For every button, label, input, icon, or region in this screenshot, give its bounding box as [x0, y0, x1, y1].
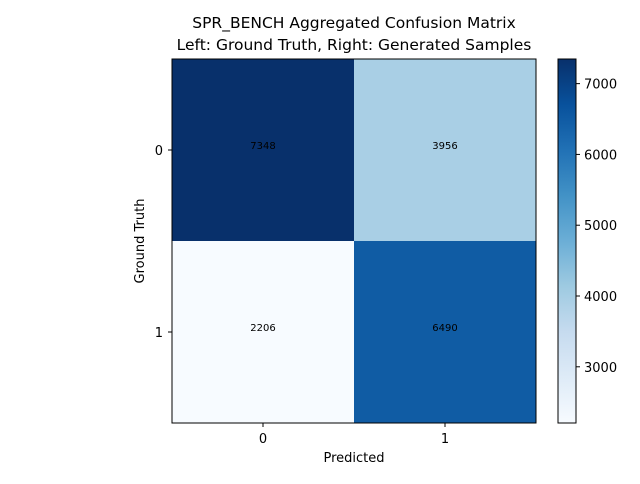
colorbar-tick-label: 6000 — [584, 148, 617, 163]
chart-title-line-2: Left: Ground Truth, Right: Generated Sam… — [177, 36, 532, 54]
chart-title-line-1: SPR_BENCH Aggregated Confusion Matrix — [192, 14, 516, 33]
x-tick-label: 0 — [259, 432, 267, 447]
cell-value-label: 2206 — [250, 323, 275, 334]
heatmap-cells: 7348 3956 2206 6490 — [172, 59, 536, 423]
y-axis-label: Ground Truth — [133, 199, 148, 284]
heatmap-cell-r1-c1 — [354, 241, 536, 423]
colorbar-tick-label: 7000 — [584, 78, 617, 93]
axes-frame — [171, 58, 537, 424]
colorbar-tick-label: 3000 — [584, 361, 617, 376]
y-tick-label: 1 — [155, 326, 163, 341]
y-tick-label: 0 — [155, 144, 163, 159]
heatmap-cell-r0-c0 — [172, 59, 354, 241]
x-axis-label: Predicted — [323, 451, 384, 466]
colorbar-ticks: 3000 4000 5000 6000 7000 — [576, 78, 617, 376]
cell-value-label: 3956 — [432, 141, 457, 152]
heatmap-cell-r1-c0 — [172, 241, 354, 423]
colorbar-tick-label: 4000 — [584, 290, 617, 305]
x-tick-label: 1 — [441, 432, 449, 447]
axis-ticks: 0 1 0 1 — [155, 144, 449, 447]
cell-value-label: 7348 — [250, 141, 275, 152]
heatmap-cell-r0-c1 — [354, 59, 536, 241]
cell-value-label: 6490 — [432, 323, 457, 334]
colorbar — [557, 58, 577, 424]
colorbar-tick-label: 5000 — [584, 219, 617, 234]
